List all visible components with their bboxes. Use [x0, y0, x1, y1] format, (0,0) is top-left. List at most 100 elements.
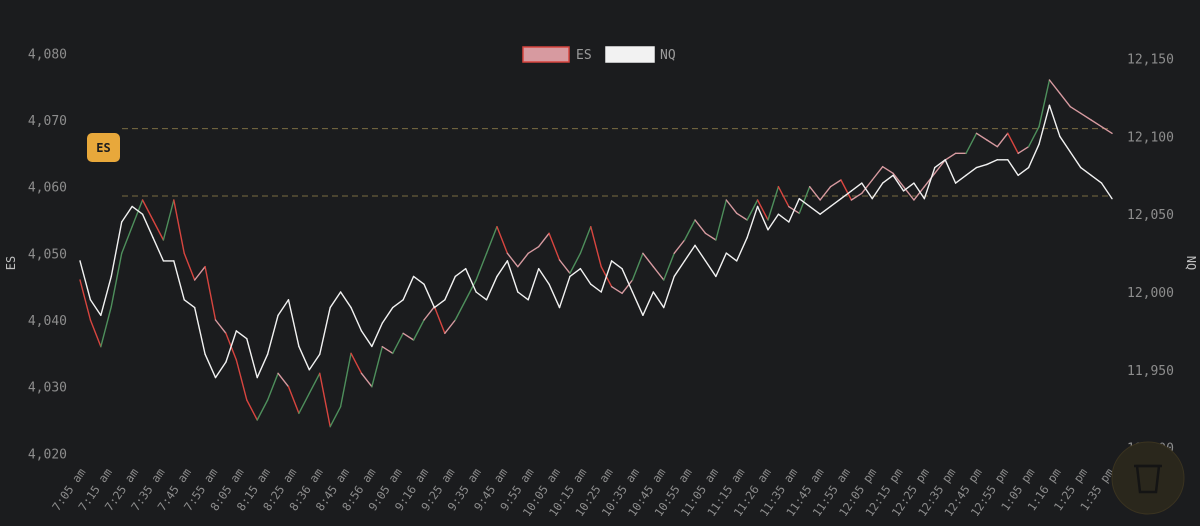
series-es-segment [506, 252, 519, 268]
series-es-segment [902, 185, 915, 201]
legend-nq-label[interactable]: NQ [660, 48, 676, 63]
series-nq-segment [204, 353, 217, 379]
series-nq-segment [214, 361, 227, 379]
legend[interactable]: ES NQ [522, 46, 676, 63]
series-es-segment [423, 305, 436, 321]
series-es-segment [235, 359, 248, 401]
legend-nq-swatch[interactable] [605, 46, 655, 63]
series-es-segment [308, 372, 321, 395]
series-es-segment [204, 265, 217, 321]
series-nq-segment [1059, 135, 1072, 153]
series-es-segment [1038, 79, 1051, 128]
series-es-segment [1027, 125, 1040, 148]
series-nq-segment [287, 299, 300, 348]
series-nq-segment [79, 260, 92, 301]
series-es-segment [1007, 132, 1019, 155]
series-nq-segment [308, 353, 321, 371]
series-nq-segment [642, 291, 655, 317]
y-left-tick-label: 4,020 [28, 447, 67, 462]
series-nq-segment [850, 182, 863, 192]
series-nq-segment [756, 205, 769, 231]
series-nq-segment [944, 159, 957, 184]
y-axis-right-title: NQ [1184, 256, 1198, 270]
series-nq-segment [1069, 151, 1082, 169]
series-es-segment [527, 245, 540, 255]
series-nq [79, 104, 1113, 379]
series-es [79, 79, 1113, 428]
series-es-segment [1048, 79, 1061, 95]
series-nq-segment [725, 252, 738, 262]
series-nq-segment [558, 275, 571, 309]
cup-icon-button[interactable] [1111, 441, 1185, 515]
series-es-segment [464, 279, 477, 301]
series-nq-segment [152, 236, 165, 262]
series-es-segment [808, 185, 821, 201]
series-nq-segment [652, 291, 665, 309]
series-es-segment [621, 279, 634, 295]
series-es-segment [767, 185, 780, 221]
series-nq-segment [1080, 166, 1092, 177]
series-es-segment [433, 305, 446, 335]
series-nq-segment [193, 306, 206, 355]
series-es-segment [861, 179, 873, 195]
series-es-segment [558, 259, 571, 275]
series-nq-segment [444, 275, 456, 301]
series-nq-segment [339, 291, 352, 309]
series-es-segment [610, 285, 623, 295]
series-nq-segment [246, 337, 258, 379]
series-nq-segment [527, 267, 540, 301]
series-nq-segment [600, 260, 613, 293]
series-es-segment [777, 185, 790, 208]
series-nq-segment [767, 213, 780, 231]
series-es-segment [923, 172, 936, 188]
series-es-segment [454, 299, 467, 321]
series-es-segment [683, 219, 696, 241]
series-es-segment [496, 225, 509, 255]
series-es-segment [485, 225, 498, 255]
series-es-segment [131, 199, 144, 228]
series-nq-segment [954, 174, 967, 184]
series-es-segment [548, 232, 561, 261]
series-es-segment [162, 199, 175, 241]
series-nq-segment [590, 283, 602, 293]
series-es-segment [79, 279, 92, 321]
series-es-segment [298, 392, 311, 415]
series-nq-segment [475, 291, 488, 301]
series-es-segment [850, 192, 863, 201]
legend-es-swatch[interactable] [522, 46, 570, 63]
series-nq-segment [673, 260, 686, 278]
series-es-segment [642, 252, 655, 268]
series-nq-segment [871, 182, 884, 200]
series-nq-segment [934, 159, 946, 169]
series-es-segment [892, 172, 905, 188]
series-nq-segment [663, 275, 675, 309]
series-es-segment [183, 252, 196, 281]
series-es-segment [1069, 105, 1082, 115]
series-es-segment [475, 252, 488, 281]
series-nq-segment [537, 267, 550, 285]
series-nq-segment [861, 182, 873, 200]
series-es-segment [1100, 125, 1113, 135]
series-es-segment [975, 132, 988, 141]
series-nq-segment [496, 260, 509, 278]
series-es-segment [840, 179, 853, 201]
series-nq-segment [715, 252, 728, 278]
series-es-segment [829, 179, 842, 188]
series-es-segment [704, 232, 717, 241]
series-nq-segment [892, 174, 905, 192]
series-es-segment [381, 345, 394, 355]
legend-es-label[interactable]: ES [576, 48, 592, 63]
series-es-segment [89, 319, 102, 348]
series-es-segment [100, 305, 112, 348]
series-es-segment [579, 225, 592, 255]
series-es-segment [173, 199, 185, 255]
series-nq-segment [1017, 166, 1030, 177]
series-es-segment [715, 199, 728, 241]
series-es-segment [360, 372, 373, 388]
series-es-segment [819, 185, 832, 201]
series-nq-segment [225, 330, 238, 363]
series-es-segment [329, 405, 342, 428]
series-es-segment [141, 199, 154, 221]
